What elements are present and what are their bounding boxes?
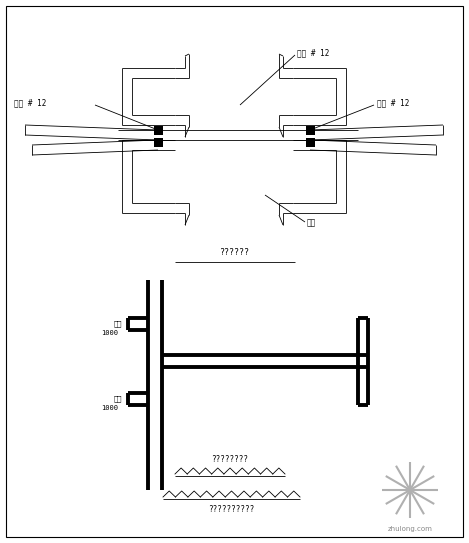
Text: 上弦: 上弦 [113,321,122,327]
Text: ??????????: ?????????? [208,505,254,514]
Text: 屋脊 # 12: 屋脊 # 12 [377,98,409,108]
Bar [306,138,315,147]
Bar [306,126,315,135]
Text: zhulong.com: zhulong.com [387,526,432,532]
Text: 1000: 1000 [101,330,118,336]
Text: 下弦: 下弦 [113,396,122,402]
Bar [154,126,163,135]
Text: 屋脊: 屋脊 [307,218,316,228]
Text: 屋脊 # 12: 屋脊 # 12 [14,98,46,108]
Text: ????????: ???????? [212,455,249,464]
Text: ??????: ?????? [219,248,249,257]
Bar [154,138,163,147]
Text: 屋脊 # 12: 屋脊 # 12 [297,48,329,58]
Text: 1000: 1000 [101,405,118,411]
